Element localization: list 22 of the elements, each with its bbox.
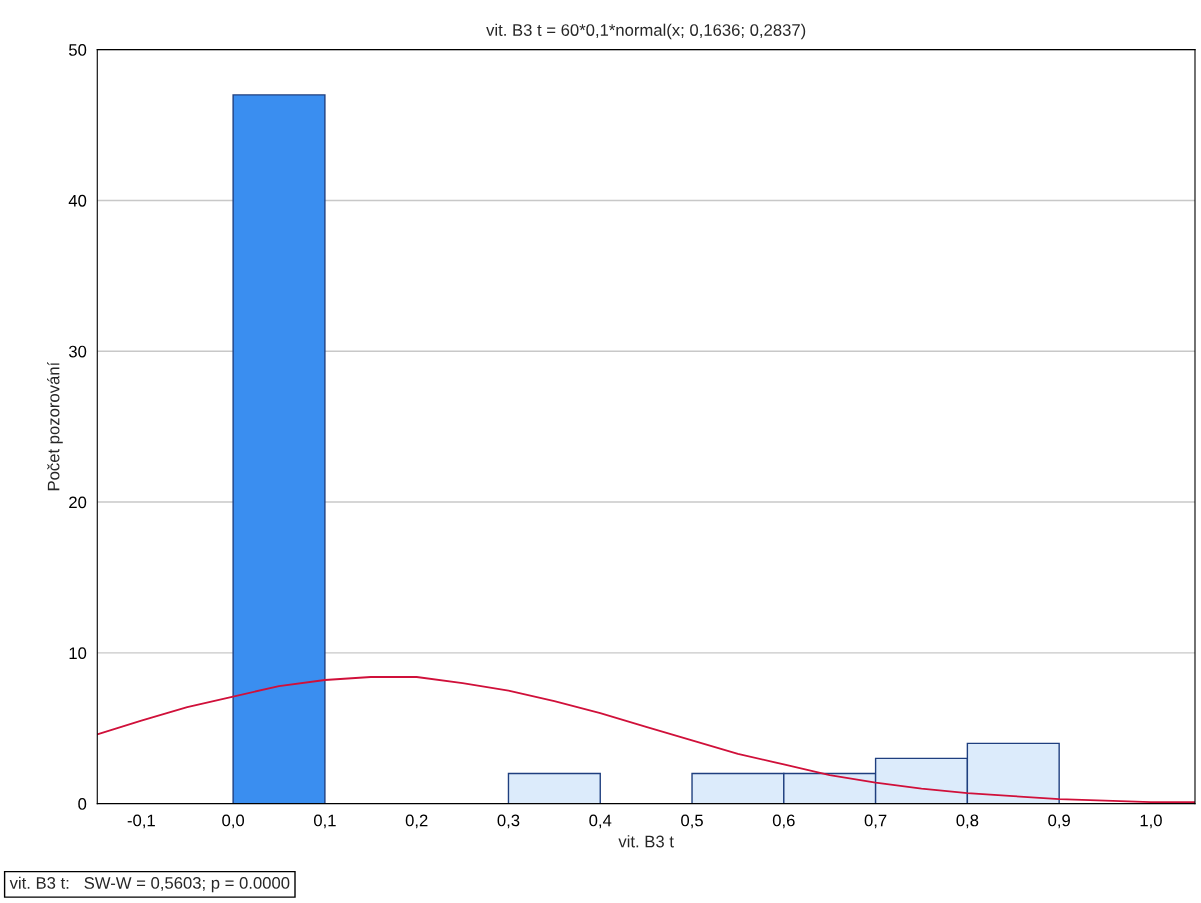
x-tick-label: 0,8 (956, 814, 979, 829)
y-tick-label: 50 (68, 44, 87, 56)
y-tick-label: 40 (68, 194, 87, 207)
x-tick-label: 0,2 (405, 814, 428, 829)
x-tick-label: 1,0 (1140, 814, 1162, 829)
x-tick-label: 0,1 (313, 814, 336, 829)
x-tick-label: 0,4 (589, 814, 612, 829)
x-tick-label: 0,0 (222, 814, 245, 829)
y-tick-label: 30 (68, 345, 87, 358)
x-tick-label: 0,6 (772, 814, 795, 829)
x-tick-label: 0,5 (681, 814, 703, 829)
y-axis-title: Počet pozorování (47, 361, 63, 491)
chart-title: vit. B3 t = 60*0,1*normal(x; 0,1636; 0,2837) (486, 23, 806, 40)
x-axis-title: vit. B3 t (618, 835, 674, 848)
x-tick-label: 0,9 (1048, 814, 1070, 829)
x-tick-label: 0,7 (864, 814, 887, 829)
x-tick-label: -0,1 (127, 814, 155, 829)
y-tick-label: 20 (69, 496, 87, 509)
y-tick-label: 10 (69, 647, 87, 660)
x-tick-label: 0,3 (497, 814, 520, 829)
y-tick-label: 0 (78, 798, 87, 810)
text: vit. B3 t: SW-W = 0,5603; p = 0.0000 (9, 876, 290, 893)
